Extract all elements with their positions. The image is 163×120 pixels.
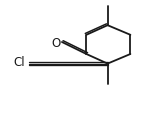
Text: O: O [52, 37, 61, 50]
Text: Cl: Cl [13, 57, 25, 69]
